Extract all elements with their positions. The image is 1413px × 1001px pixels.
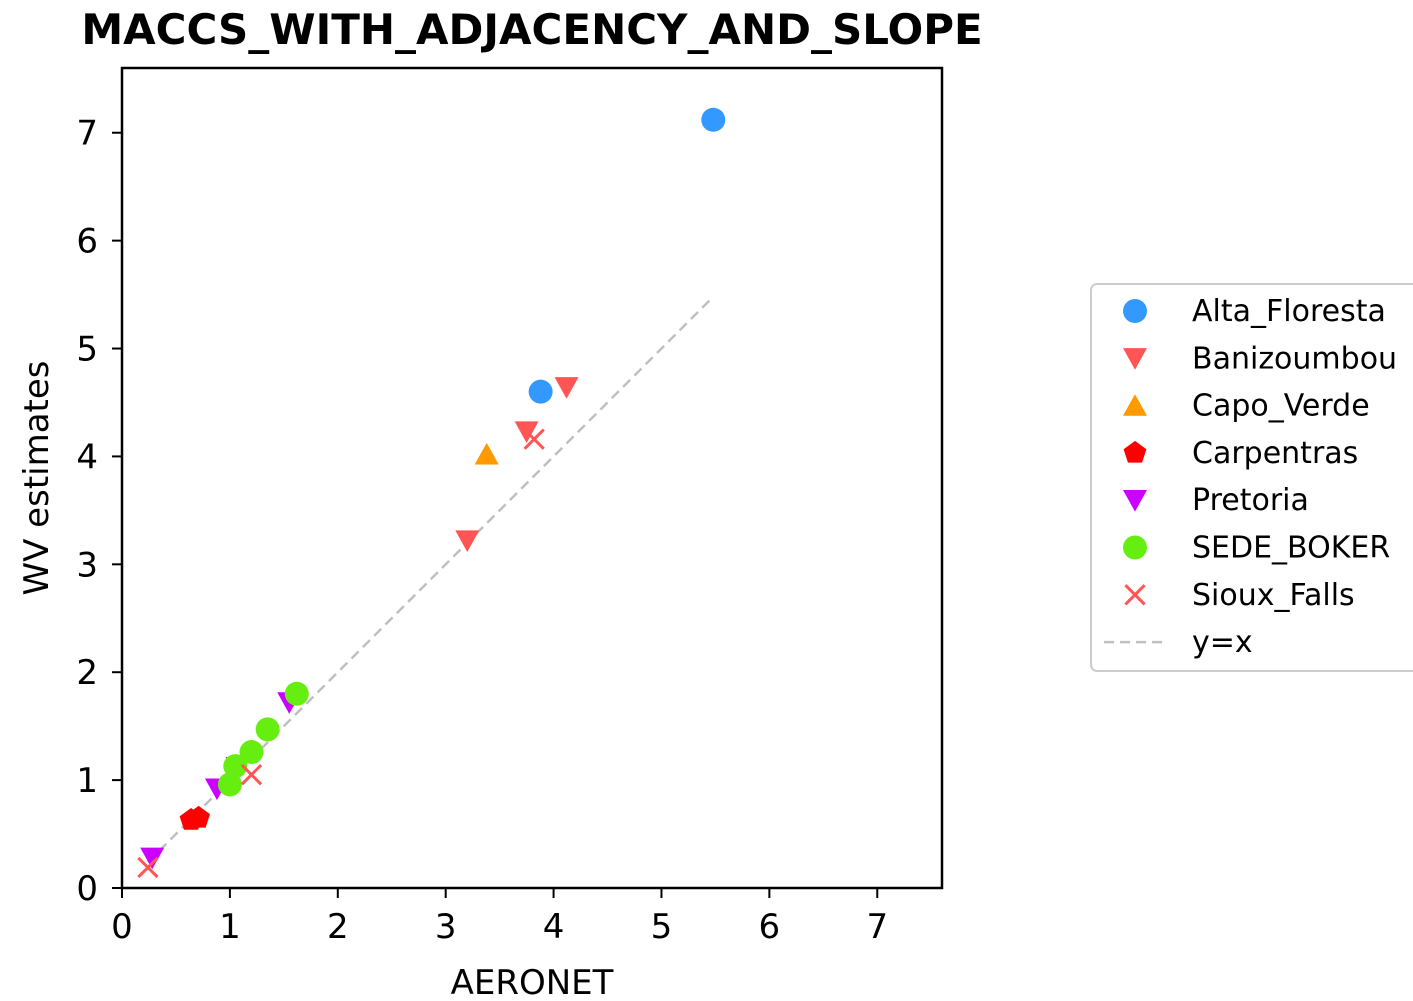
y-tick-label: 5 [76,330,98,370]
y-tick-label: 0 [76,869,98,909]
legend-label-capo-verde: Capo_Verde [1192,389,1370,424]
y-tick-label: 4 [76,437,98,477]
legend: Alta_Floresta Banizoumbou Capo_Verde Carpen… [1090,283,1413,672]
legend-label-pretoria: Pretoria [1192,483,1309,518]
legend-label-banizoumbou: Banizoumbou [1192,341,1397,376]
legend-label-alta-floresta: Alta_Floresta [1192,294,1386,329]
x-tick-label: 0 [111,907,133,947]
legend-frame [1090,283,1413,672]
legend-label-y-eq-x: y=x [1192,625,1253,660]
plot-area-frame [120,66,944,890]
chart-title: MACCS_WITH_ADJACENCY_AND_SLOPE [81,5,982,54]
legend-label-sioux-falls: Sioux_Falls [1192,578,1355,613]
legend-swatch-carpentras [1123,440,1147,463]
point-carpentras [187,805,211,828]
point-sede-boker [284,681,309,706]
point-banizoumbou [554,377,579,399]
y-tick-label: 7 [76,114,98,154]
point-sede-boker [223,754,248,779]
legend-swatch-banizoumbou [1123,348,1147,370]
axis-ticks: 0 1 2 3 4 5 6 7 0 1 2 3 4 5 6 7 [76,114,888,947]
x-tick-label: 3 [435,907,457,947]
legend-label-carpentras: Carpentras [1192,436,1358,471]
point-sede-boker [217,772,242,797]
x-tick-label: 5 [651,907,673,947]
legend-swatch-capo-verde [1123,394,1147,416]
point-banizoumbou [455,530,480,552]
x-tick-label: 4 [543,907,565,947]
point-sede-boker [255,717,280,742]
point-capo-verde [474,442,499,465]
y-axis-label: WV estimates [17,360,57,595]
x-tick-label: 2 [327,907,349,947]
y-tick-label: 2 [76,653,98,693]
y-tick-label: 3 [76,545,98,585]
point-pretoria [140,847,165,870]
y-tick-label: 6 [76,222,98,262]
x-tick-label: 7 [866,907,888,947]
legend-swatch-alta-floresta [1123,299,1147,323]
x-axis-label: AERONET [451,963,614,1001]
data-points [137,107,726,879]
x-tick-label: 1 [219,907,241,947]
point-alta-floresta [701,107,726,132]
legend-label-sede-boker: SEDE_BOKER [1192,531,1390,566]
legend-swatch-pretoria [1123,490,1147,512]
point-alta-floresta [528,379,553,404]
x-tick-label: 6 [759,907,781,947]
point-sioux-falls [240,764,263,786]
y-tick-label: 1 [76,761,98,801]
point-sioux-falls [523,428,545,450]
legend-swatch-sioux-falls [1124,584,1146,606]
legend-swatch-sede-boker [1123,535,1147,560]
point-sede-boker [239,740,264,765]
point-sioux-falls [137,856,159,879]
